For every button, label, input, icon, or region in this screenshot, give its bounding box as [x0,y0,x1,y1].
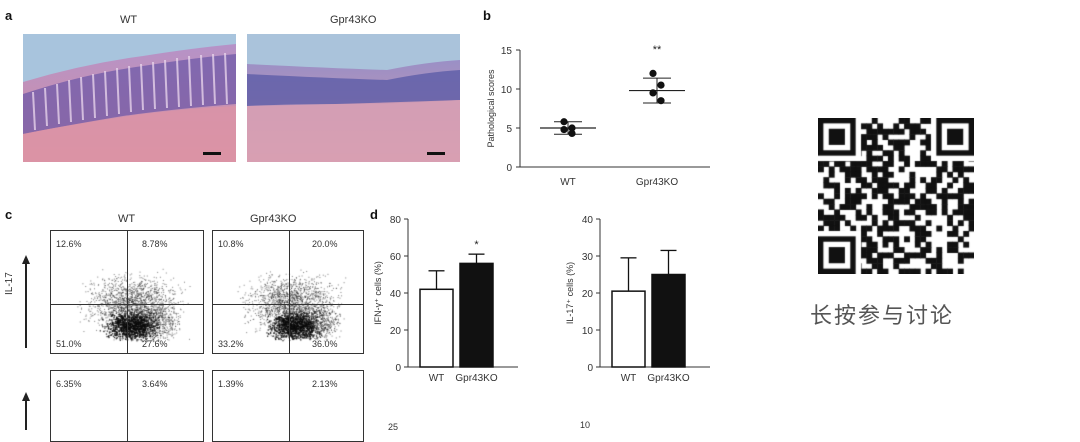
y-axis-label: IL-17⁺ cells (%) [565,262,575,324]
y-tick-label: 0 [587,363,593,374]
quadrant-value: 12.6% [56,239,82,249]
y-tick-label: 20 [582,289,594,300]
y-tick-label: 60 [390,252,402,263]
flow-plot-wt-il17: 12.6% 8.78% 51.0% 27.6% [50,230,204,354]
data-point [568,129,576,138]
data-point [649,89,657,97]
pathological-scores-chart: 0 5 10 15 Pathological scores WT Gpr43KO ** [486,44,710,188]
il17-bar-chart: 0 10 20 30 40 IL-17⁺ cells (%) WT Gpr43KO [565,215,710,384]
axis-arrow-line [25,263,27,348]
data-point [649,69,657,77]
il17-axis-label: IL-17 [4,272,15,295]
quadrant-value: 2.13% [312,379,338,389]
histology-image-ko [247,34,460,162]
panel-letter-d: d [370,207,378,222]
y-tick-label: 30 [582,252,594,263]
panel-c-ko-label: Gpr43KO [250,213,297,225]
quadrant-value: 33.2% [218,339,244,349]
panel-letter-c: c [5,207,13,222]
quadrant-value: 8.78% [142,239,168,249]
bar [651,273,686,368]
bar [611,290,646,368]
y-tick-label: 10 [501,85,513,96]
panel-letter-b: b [483,8,491,23]
scale-bar [203,152,221,155]
significance-label: * [474,239,479,251]
x-tick-label: Gpr43KO [647,373,689,384]
y-tick-label: 15 [501,46,513,57]
data-point [560,118,568,126]
partial-axis-label: 10 [580,420,591,430]
y-axis-label: Pathological scores [486,69,496,148]
discussion-caption: 长按参与讨论 [810,304,955,329]
quadrant-value: 1.39% [218,379,244,389]
panel-a-ko-label: Gpr43KO [330,14,377,26]
x-tick-label: WT [560,177,576,188]
y-axis-label: IFN-γ⁺ cells (%) [373,261,383,325]
data-point [657,81,665,89]
histology-image-wt [23,34,236,162]
arrow-up-icon [22,255,30,264]
y-tick-label: 40 [390,289,402,300]
y-tick-label: 20 [390,326,402,337]
y-tick-label: 0 [395,363,401,374]
quadrant-value: 10.8% [218,239,244,249]
bar [459,262,494,368]
y-tick-label: 40 [582,215,594,226]
partial-axis-label: 25 [388,422,399,432]
data-point [657,97,665,105]
panel-c-wt-label: WT [118,213,136,225]
x-tick-label: Gpr43KO [636,177,678,188]
y-tick-label: 5 [506,124,512,135]
quadrant-value: 6.35% [56,379,82,389]
significance-label: ** [653,44,662,56]
quadrant-value: 20.0% [312,239,338,249]
quadrant-value: 51.0% [56,339,82,349]
panel-letter-a: a [5,8,13,23]
qr-code-icon [818,118,974,274]
axis-arrow-line [25,400,27,430]
y-tick-label: 80 [390,215,402,226]
arrow-up-icon [22,392,30,401]
scale-bar [427,152,445,155]
y-tick-label: 10 [582,326,594,337]
x-tick-label: WT [621,373,637,384]
quadrant-value: 36.0% [312,339,338,349]
y-tick-label: 0 [506,163,512,174]
panel-a-wt-label: WT [120,14,138,26]
x-tick-label: WT [429,373,445,384]
ifng-bar-chart: 0 20 40 60 80 IFN-γ⁺ cells (%) WT Gpr43KO * [373,215,518,384]
quadrant-value: 27.6% [142,339,168,349]
flow-plot-ko-bottom: 1.39% 2.13% [212,370,364,442]
x-tick-label: Gpr43KO [455,373,497,384]
bar [419,288,454,368]
flow-plot-wt-bottom: 6.35% 3.64% [50,370,204,442]
data-point [560,125,568,134]
data-point [568,124,576,132]
flow-plot-ko-il17: 10.8% 20.0% 33.2% 36.0% [212,230,364,354]
quadrant-value: 3.64% [142,379,168,389]
